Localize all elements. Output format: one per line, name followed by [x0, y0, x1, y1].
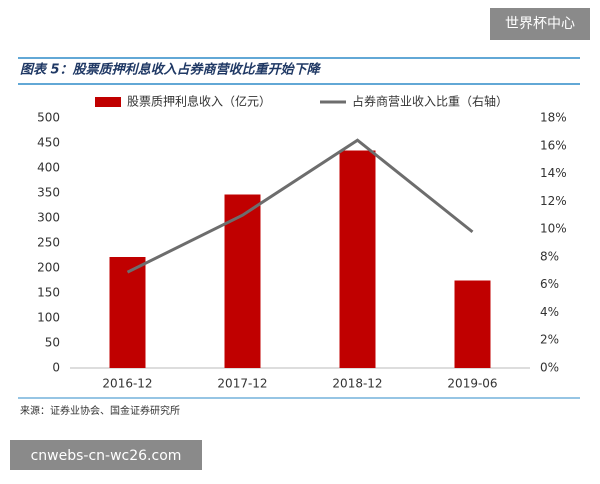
- y2-tick-label: 16%: [540, 138, 567, 152]
- y-tick-label: 500: [37, 111, 60, 125]
- y2-tick-label: 2%: [540, 333, 559, 347]
- y2-tick-label: 8%: [540, 249, 559, 263]
- y-tick-label: 250: [37, 236, 60, 250]
- badge-bg: [490, 8, 590, 40]
- y-tick-label: 100: [37, 311, 60, 325]
- y-tick-label: 0: [52, 361, 60, 375]
- y2-tick-label: 0%: [540, 361, 559, 375]
- badge: 世界杯中心: [505, 16, 575, 32]
- bar: [339, 150, 376, 368]
- legend-swatch: [95, 97, 121, 107]
- y2-tick-label: 4%: [540, 305, 559, 319]
- banner: cnwebs-cn-wc26.com: [31, 448, 182, 464]
- y2-tick-label: 6%: [540, 277, 559, 291]
- y2-tick-label: 12%: [540, 194, 567, 208]
- bar: [224, 194, 261, 368]
- bar: [454, 280, 491, 368]
- legend-label: 股票质押利息收入（亿元）: [127, 94, 271, 109]
- y-tick-label: 200: [37, 261, 60, 275]
- x-tick-label: 2016-12: [102, 377, 152, 391]
- y-tick-label: 300: [37, 211, 60, 225]
- y-tick-label: 400: [37, 161, 60, 175]
- chart-title: 图表 5：股票质押利息收入占券商营收比重开始下降: [20, 62, 322, 78]
- y2-tick-label: 14%: [540, 166, 567, 180]
- x-tick-label: 2017-12: [217, 377, 267, 391]
- y-tick-label: 450: [37, 136, 60, 150]
- banner-bg: [10, 440, 202, 470]
- y-tick-label: 150: [37, 286, 60, 300]
- x-tick-label: 2018-12: [332, 377, 382, 391]
- y-tick-label: 350: [37, 186, 60, 200]
- bar: [109, 257, 146, 368]
- legend-label: 占券商营业收入比重（右轴）: [352, 94, 508, 109]
- line: [126, 138, 474, 274]
- source: 来源：证券业协会、国金证券研究所: [20, 404, 180, 417]
- y2-tick-label: 10%: [540, 222, 567, 236]
- y-tick-label: 50: [45, 336, 60, 350]
- x-tick-label: 2019-06: [447, 377, 497, 391]
- y2-tick-label: 18%: [540, 111, 567, 125]
